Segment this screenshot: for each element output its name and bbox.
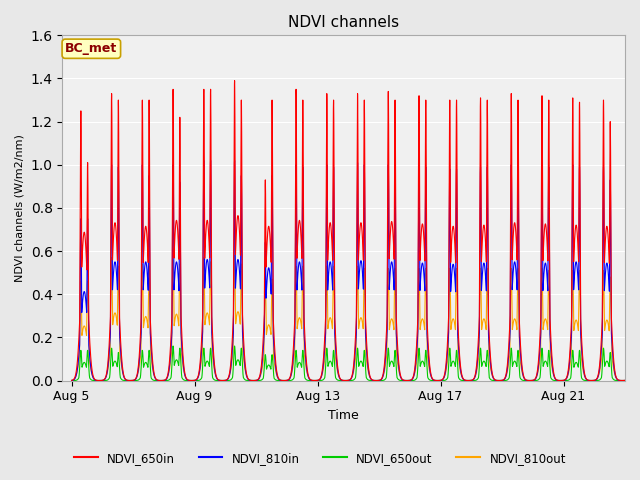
Title: NDVI channels: NDVI channels: [288, 15, 399, 30]
Legend: NDVI_650in, NDVI_810in, NDVI_650out, NDVI_810out: NDVI_650in, NDVI_810in, NDVI_650out, NDV…: [69, 447, 571, 469]
Text: BC_met: BC_met: [65, 42, 118, 55]
X-axis label: Time: Time: [328, 409, 359, 422]
Y-axis label: NDVI channels (W/m2/nm): NDVI channels (W/m2/nm): [15, 134, 25, 282]
